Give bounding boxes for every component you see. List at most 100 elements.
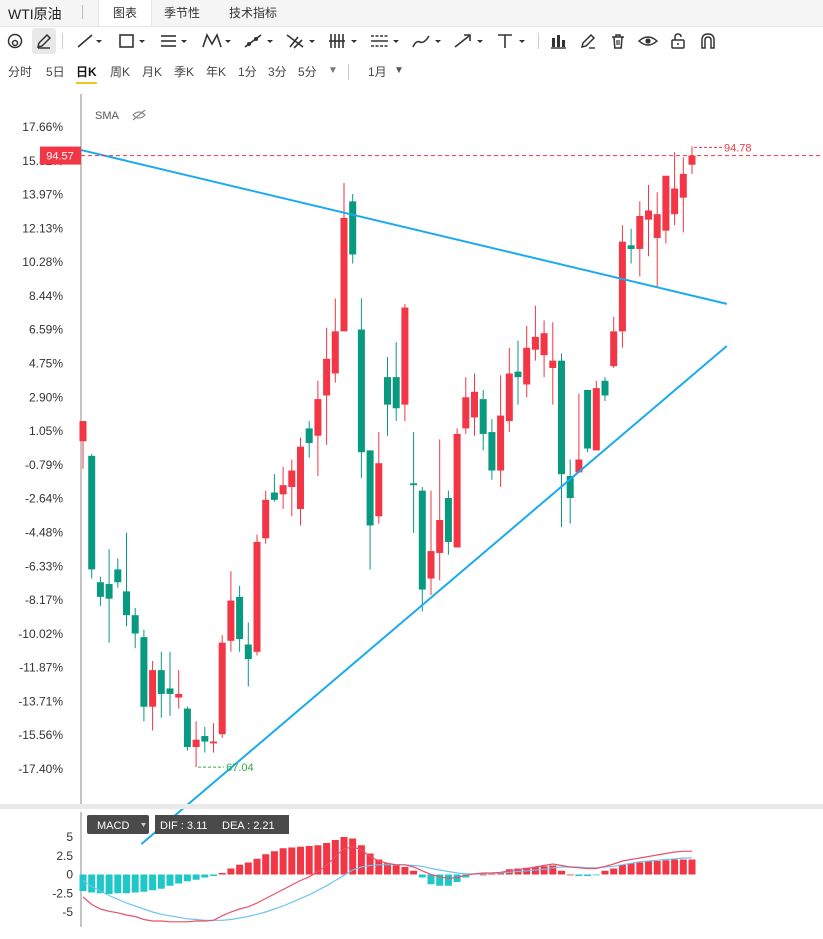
- macd-label: MACD: [97, 820, 129, 832]
- macd-bar-positive: [410, 870, 418, 875]
- eye-icon[interactable]: [636, 28, 660, 54]
- candle-up: [453, 433, 461, 548]
- candle-up: [671, 188, 679, 215]
- trash-icon[interactable]: [606, 28, 630, 54]
- macd-legend[interactable]: MACD DIF : 3.11 DEA : 2.21: [87, 815, 289, 834]
- period-quarterly[interactable]: 季K: [174, 65, 195, 79]
- macd-bar-positive: [357, 845, 365, 875]
- macd-bar-negative: [157, 874, 165, 889]
- macd-bar-positive: [549, 865, 557, 875]
- candle-up: [79, 421, 87, 442]
- macd-pane: [79, 837, 696, 923]
- period-5day[interactable]: 5日: [46, 65, 65, 79]
- candle-down: [349, 201, 357, 255]
- trendlines[interactable]: [81, 149, 728, 845]
- pencil-icon[interactable]: [32, 28, 56, 54]
- edit-icon[interactable]: [576, 28, 600, 54]
- brush-icon[interactable]: [408, 28, 444, 54]
- macd-bar-negative: [192, 874, 200, 880]
- trendline-support[interactable]: [140, 345, 728, 845]
- y-tick-label: 13.97%: [22, 188, 63, 202]
- period-daily[interactable]: 日K: [76, 63, 97, 84]
- candle-up: [497, 415, 505, 471]
- candle-up: [523, 347, 531, 385]
- candle-up: [505, 373, 513, 422]
- period-1min[interactable]: 1分: [238, 65, 257, 79]
- macd-bar-negative: [79, 874, 87, 891]
- macd-bar-positive: [479, 874, 487, 876]
- candle-down: [305, 428, 313, 444]
- tab-technical-indicators[interactable]: 技术指标: [228, 6, 277, 20]
- macd-bar-negative: [149, 874, 157, 891]
- period-monthly[interactable]: 月K: [142, 65, 163, 79]
- candle-down: [392, 377, 400, 409]
- candle-up: [471, 391, 478, 418]
- macd-bar-negative: [418, 874, 426, 878]
- parallel-lines-icon[interactable]: [156, 28, 190, 54]
- period-intraday[interactable]: 分时: [8, 65, 33, 79]
- magnet-circle-icon[interactable]: [4, 28, 26, 54]
- fork-icon[interactable]: [324, 28, 360, 54]
- candle-down: [183, 708, 191, 748]
- macd-bar-positive: [679, 859, 687, 875]
- macd-bar-negative: [140, 874, 148, 892]
- period-yearly[interactable]: 年K: [206, 65, 227, 79]
- chart-area[interactable]: 17.66%15.82%13.97%12.13%10.28%8.44%6.59%…: [0, 92, 823, 939]
- chevron-down-icon[interactable]: ▼: [328, 65, 338, 76]
- macd-bar-positive: [671, 859, 679, 875]
- tab-chart[interactable]: 图表: [98, 0, 152, 26]
- macd-bar-positive: [636, 862, 644, 875]
- ray-icon[interactable]: [240, 28, 276, 54]
- macd-bar-positive: [236, 864, 244, 875]
- candle-down: [88, 455, 96, 570]
- magnet-icon[interactable]: [696, 28, 720, 54]
- eye-off-icon[interactable]: [132, 109, 146, 121]
- macd-bar-positive: [366, 853, 374, 875]
- macd-axis: 5 2.5 0 -2.5 -5: [52, 830, 73, 919]
- candle-up: [436, 519, 444, 553]
- tab-seasonality[interactable]: 季节性: [163, 6, 200, 20]
- y-tick-label: 2.90%: [29, 390, 63, 404]
- candle-down: [410, 483, 418, 486]
- macd-badge[interactable]: [87, 815, 149, 834]
- pattern-icon[interactable]: [198, 28, 234, 54]
- pane-separator[interactable]: [0, 804, 823, 809]
- fib-icon[interactable]: [366, 28, 402, 54]
- candle-up: [340, 217, 348, 332]
- period-3min[interactable]: 3分: [268, 65, 287, 79]
- candle-up: [401, 307, 409, 405]
- trendline-resistance[interactable]: [81, 149, 728, 305]
- arrow-icon[interactable]: [450, 28, 486, 54]
- macd-bar-negative: [462, 874, 470, 878]
- rectangle-icon[interactable]: [114, 28, 148, 54]
- unlock-icon[interactable]: [666, 28, 690, 54]
- line-icon[interactable]: [74, 28, 104, 54]
- candle-up: [375, 463, 383, 517]
- macd-bar-positive: [531, 867, 539, 875]
- period-5min[interactable]: 5分: [298, 65, 317, 79]
- crossed-lines-icon[interactable]: [282, 28, 318, 54]
- min-price-label: 67.04: [226, 762, 254, 774]
- macd-bar-positive: [262, 854, 270, 875]
- macd-bar-negative: [123, 874, 130, 894]
- candle-down: [366, 450, 374, 526]
- period-weekly[interactable]: 周K: [110, 65, 131, 79]
- macd-bar-positive: [297, 846, 304, 875]
- macd-bar-positive: [288, 847, 296, 875]
- macd-bar-positive: [618, 864, 626, 875]
- candle-up: [288, 470, 296, 488]
- macd-bar-positive: [688, 859, 696, 875]
- chevron-down-icon[interactable]: ▼: [394, 65, 404, 76]
- y-tick-label: 12.13%: [22, 221, 63, 235]
- chart-bars-icon[interactable]: [546, 28, 570, 54]
- macd-bar-positive: [314, 845, 322, 875]
- macd-bar-positive: [384, 863, 391, 875]
- range-select[interactable]: 1月: [368, 65, 387, 79]
- y-tick-label: 6.59%: [29, 323, 63, 337]
- macd-bar-positive: [540, 866, 548, 875]
- macd-dif-label: DIF : 3.11: [160, 820, 207, 832]
- chevron-down-icon[interactable]: [141, 823, 146, 827]
- y-tick-label: 10.28%: [22, 255, 63, 269]
- candle-down: [357, 329, 365, 453]
- text-icon[interactable]: [492, 28, 528, 54]
